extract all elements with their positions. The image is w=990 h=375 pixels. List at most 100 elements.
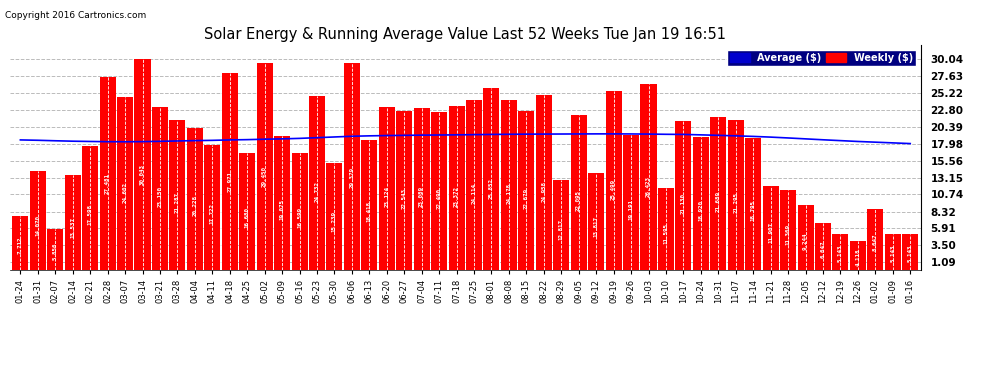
Text: 21.295: 21.295	[734, 192, 739, 213]
Bar	[82, 146, 98, 270]
Bar	[344, 63, 360, 270]
Bar	[623, 135, 640, 270]
Text: 6.647: 6.647	[821, 240, 826, 258]
Bar	[658, 189, 674, 270]
Bar	[256, 63, 272, 270]
Text: 24.602: 24.602	[123, 182, 128, 203]
Legend: Average ($), Weekly ($): Average ($), Weekly ($)	[728, 50, 916, 66]
Text: 18.795: 18.795	[750, 200, 755, 221]
Bar	[466, 100, 482, 270]
Bar	[291, 153, 308, 270]
Text: 17.722: 17.722	[210, 203, 215, 224]
Text: 11.369: 11.369	[786, 224, 791, 245]
Bar	[849, 241, 866, 270]
Text: 5.856: 5.856	[52, 243, 57, 260]
Text: 22.490: 22.490	[437, 188, 442, 209]
Bar	[710, 117, 727, 270]
Text: 13.817: 13.817	[594, 216, 599, 237]
Text: 23.124: 23.124	[384, 186, 389, 207]
Text: 30.043: 30.043	[140, 165, 145, 186]
Bar	[64, 175, 81, 270]
Bar	[448, 106, 464, 270]
Bar	[570, 115, 587, 270]
Text: 11.595: 11.595	[663, 223, 668, 244]
Text: 19.075: 19.075	[279, 199, 284, 220]
Text: 26.423: 26.423	[646, 176, 651, 197]
Bar	[379, 107, 395, 270]
Bar	[501, 100, 517, 270]
Text: 8.647: 8.647	[873, 234, 878, 251]
Text: 4.118: 4.118	[855, 248, 860, 266]
Bar	[762, 186, 779, 270]
Bar	[100, 77, 116, 270]
Text: Copyright 2016 Cartronics.com: Copyright 2016 Cartronics.com	[5, 11, 147, 20]
Bar	[327, 163, 343, 270]
Text: 9.244: 9.244	[803, 232, 808, 249]
Bar	[414, 108, 430, 270]
Text: 27.481: 27.481	[105, 172, 110, 194]
Text: 16.680: 16.680	[245, 207, 249, 228]
Bar	[396, 111, 412, 270]
Bar	[693, 137, 709, 270]
Bar	[798, 205, 814, 270]
Text: 24.178: 24.178	[507, 183, 512, 204]
Text: 5.143: 5.143	[890, 245, 895, 262]
Text: 24.958: 24.958	[542, 180, 546, 201]
Text: 22.679: 22.679	[524, 188, 529, 209]
Bar	[867, 209, 883, 270]
Text: 21.689: 21.689	[716, 191, 721, 212]
Bar	[48, 229, 63, 270]
Text: 23.150: 23.150	[157, 186, 162, 207]
Text: 14.070: 14.070	[36, 215, 41, 236]
Text: 27.971: 27.971	[228, 171, 233, 192]
Text: 23.089: 23.089	[419, 186, 424, 207]
Bar	[553, 180, 569, 270]
Bar	[12, 216, 29, 270]
Text: 5.143: 5.143	[838, 245, 842, 262]
Bar	[361, 141, 377, 270]
Bar	[833, 234, 848, 270]
Text: 21.130: 21.130	[681, 193, 686, 214]
Text: 19.191: 19.191	[629, 199, 634, 220]
Bar	[30, 171, 46, 270]
Text: 15.239: 15.239	[332, 211, 337, 232]
Text: 23.372: 23.372	[454, 186, 459, 207]
Text: 18.418: 18.418	[367, 201, 372, 222]
Bar	[431, 112, 447, 270]
Bar	[675, 122, 691, 270]
Bar	[187, 128, 203, 270]
Bar	[780, 190, 796, 270]
Bar	[606, 91, 622, 270]
Bar	[728, 120, 743, 270]
Text: 29.450: 29.450	[262, 166, 267, 188]
Bar	[745, 138, 761, 270]
Bar	[222, 74, 238, 270]
Text: 21.287: 21.287	[175, 192, 180, 213]
Bar	[135, 59, 150, 270]
Bar	[536, 94, 551, 270]
Text: 22.095: 22.095	[576, 190, 581, 211]
Text: 12.817: 12.817	[558, 219, 563, 240]
Bar	[117, 97, 133, 270]
Text: 11.907: 11.907	[768, 222, 773, 243]
Bar	[274, 136, 290, 270]
Text: 13.537: 13.537	[70, 217, 75, 238]
Bar	[641, 84, 656, 270]
Bar	[902, 234, 919, 270]
Text: 7.712: 7.712	[18, 237, 23, 254]
Bar	[204, 146, 221, 270]
Bar	[151, 107, 168, 270]
Text: 18.920: 18.920	[698, 200, 703, 220]
Text: 17.598: 17.598	[88, 204, 93, 225]
Text: 20.228: 20.228	[192, 195, 197, 216]
Bar	[483, 88, 500, 270]
Title: Solar Energy & Running Average Value Last 52 Weeks Tue Jan 19 16:51: Solar Energy & Running Average Value Las…	[204, 27, 727, 42]
Text: 25.852: 25.852	[489, 178, 494, 199]
Text: 5.143: 5.143	[908, 245, 913, 262]
Bar	[240, 153, 255, 270]
Text: 16.599: 16.599	[297, 207, 302, 228]
Bar	[885, 234, 901, 270]
Text: 29.379: 29.379	[349, 166, 354, 188]
Text: 24.114: 24.114	[471, 183, 476, 204]
Text: 24.732: 24.732	[315, 181, 320, 202]
